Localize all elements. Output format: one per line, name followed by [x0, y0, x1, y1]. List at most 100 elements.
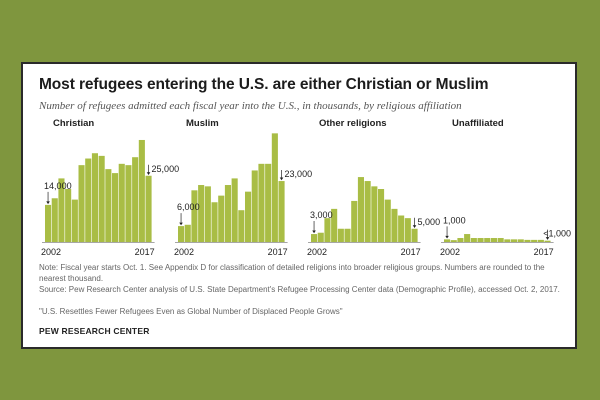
bar-christian-2015: [132, 157, 139, 242]
bar-other-religions-2009: [357, 177, 364, 242]
bar-other-religions-2006: [337, 228, 344, 242]
bar-christian-2006: [71, 199, 78, 242]
pew-research-logo: PEW RESEARCH CENTER: [39, 326, 150, 336]
bar-other-religions-2005: [331, 208, 338, 242]
bar-unaffiliated-2012: [511, 239, 518, 242]
bar-muslim-2015: [265, 163, 272, 242]
x-tick-label-christian-last: 2017: [135, 247, 155, 257]
bar-unaffiliated-2014: [524, 239, 531, 242]
chart-source: Source: Pew Research Center analysis of …: [39, 285, 560, 294]
chart-title: Most refugees entering the U.S. are eith…: [39, 76, 489, 93]
chart-subtitle: Number of refugees admitted each fiscal …: [39, 100, 462, 112]
chart-note: Note: Fiscal year starts Oct. 1. See App…: [39, 263, 545, 283]
bar-christian-2009: [91, 153, 98, 242]
bar-unaffiliated-2011: [504, 239, 511, 242]
annotation-label-christian-2002: 14,000: [44, 181, 72, 191]
chart-card: Most refugees entering the U.S. are eith…: [21, 62, 577, 349]
annotation-label-muslim-2017: 23,000: [285, 169, 313, 179]
x-tick-label-unaffiliated-last: 2017: [534, 247, 554, 257]
bar-unaffiliated-2008: [484, 238, 491, 242]
bar-unaffiliated-2009: [490, 238, 497, 242]
bar-unaffiliated-2004: [457, 238, 464, 242]
annotation-label-other-religions-2017: 5,000: [418, 217, 441, 227]
bar-muslim-2011: [238, 210, 245, 242]
bar-other-religions-2008: [351, 200, 358, 242]
bar-muslim-2017: [278, 181, 285, 242]
bar-unaffiliated-2017: [544, 240, 551, 242]
bar-muslim-2014: [258, 163, 265, 242]
bar-unaffiliated-2015: [531, 239, 538, 242]
bar-unaffiliated-2005: [464, 234, 471, 242]
small-multiples-chart: Christian 2002 2017 14,000 25,000 Muslim 2002 2…: [41, 118, 571, 257]
bar-unaffiliated-2002: [444, 239, 451, 242]
bar-muslim-2003: [184, 224, 191, 242]
bar-muslim-2007: [211, 202, 218, 242]
annotation-arrow-unaffiliated-2017: [545, 237, 550, 240]
annotation-arrow-other-religions-2002: [312, 230, 316, 234]
bar-other-religions-2003: [317, 232, 324, 242]
annotation-arrow-christian-2002: [46, 201, 50, 205]
bar-unaffiliated-2007: [477, 238, 484, 242]
annotation-arrow-muslim-2017: [279, 177, 284, 181]
bar-muslim-2016: [271, 133, 278, 242]
report-title: "U.S. Resettles Fewer Refugees Even as G…: [39, 307, 343, 316]
bar-muslim-2009: [224, 185, 231, 242]
panel-title-unaffiliated: Unaffiliated: [452, 118, 504, 129]
bar-muslim-2004: [191, 190, 198, 242]
annotation-label-christian-2017: 25,000: [152, 164, 180, 174]
annotation-arrow-muslim-2002: [179, 222, 183, 226]
annotation-label-muslim-2002: 6,000: [177, 202, 200, 212]
bar-christian-2016: [138, 139, 145, 242]
bar-unaffiliated-2006: [470, 238, 477, 242]
bar-other-religions-2002: [311, 234, 318, 242]
bar-christian-2002: [45, 204, 52, 242]
bar-other-religions-2013: [384, 199, 391, 242]
annotation-arrow-unaffiliated-2002: [445, 235, 449, 239]
bar-other-religions-2010: [364, 181, 371, 242]
bar-other-religions-2017: [411, 228, 418, 242]
annotation-arrow-other-religions-2017: [412, 225, 417, 228]
bar-muslim-2010: [231, 178, 238, 242]
bar-other-religions-2016: [404, 218, 411, 242]
x-tick-label-other-religions-last: 2017: [401, 247, 421, 257]
panel-title-christian: Christian: [53, 118, 94, 129]
bar-christian-2012: [112, 173, 119, 242]
bar-unaffiliated-2003: [450, 240, 457, 242]
bar-christian-2003: [51, 198, 58, 242]
panel-title-muslim: Muslim: [186, 118, 219, 129]
bar-muslim-2008: [218, 195, 225, 242]
panel-title-other-religions: Other religions: [319, 118, 387, 129]
bar-muslim-2012: [245, 191, 252, 242]
bar-other-religions-2007: [344, 228, 351, 242]
bar-other-religions-2011: [371, 186, 378, 242]
bar-other-religions-2004: [324, 218, 331, 242]
bar-christian-2004: [58, 178, 65, 242]
bar-unaffiliated-2016: [537, 239, 544, 242]
bar-unaffiliated-2010: [497, 238, 504, 242]
bar-other-religions-2012: [378, 189, 385, 242]
bar-muslim-2006: [204, 186, 211, 242]
bar-muslim-2002: [178, 226, 185, 242]
x-tick-label-muslim-last: 2017: [268, 247, 288, 257]
bar-christian-2010: [98, 155, 105, 242]
bar-christian-2007: [78, 165, 85, 242]
bar-muslim-2005: [198, 185, 205, 242]
x-tick-label-unaffiliated-first: 2002: [440, 247, 460, 257]
x-tick-label-christian-first: 2002: [41, 247, 61, 257]
bar-christian-2005: [65, 189, 72, 242]
x-tick-label-other-religions-first: 2002: [307, 247, 327, 257]
bar-christian-2013: [118, 163, 125, 242]
x-tick-label-muslim-first: 2002: [174, 247, 194, 257]
annotation-label-other-religions-2002: 3,000: [310, 210, 333, 220]
annotation-arrow-christian-2017: [146, 172, 151, 175]
bar-other-religions-2014: [391, 208, 398, 242]
bar-christian-2011: [105, 169, 112, 242]
bar-other-religions-2015: [398, 215, 405, 242]
bar-christian-2014: [125, 165, 132, 242]
bar-muslim-2013: [251, 170, 258, 242]
bar-unaffiliated-2013: [517, 239, 524, 242]
annotation-label-unaffiliated-2017: <1,000: [543, 229, 571, 239]
annotation-label-unaffiliated-2002: 1,000: [443, 215, 466, 225]
bar-christian-2008: [85, 158, 92, 242]
bar-christian-2017: [145, 175, 152, 242]
